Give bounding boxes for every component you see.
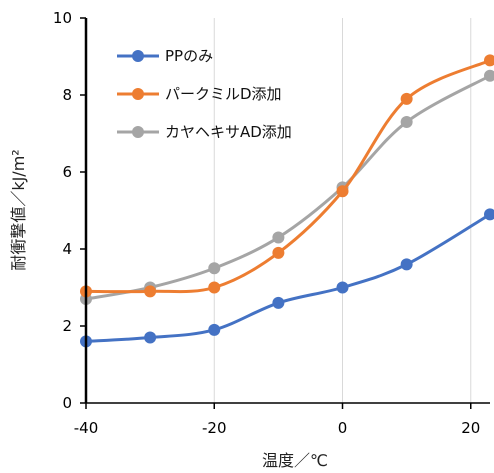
data-point bbox=[208, 323, 221, 336]
legend-marker bbox=[132, 88, 144, 100]
y-tick-label: 8 bbox=[62, 86, 72, 104]
series-1 bbox=[80, 54, 494, 298]
data-point bbox=[208, 262, 221, 275]
legend-item: パークミルD添加 bbox=[117, 85, 282, 103]
data-point bbox=[272, 296, 285, 309]
legend-label: PPのみ bbox=[165, 47, 213, 65]
y-tick-label: 0 bbox=[62, 394, 72, 412]
series-0 bbox=[80, 208, 494, 348]
data-point bbox=[400, 258, 413, 271]
legend-marker bbox=[132, 50, 144, 62]
data-point bbox=[484, 54, 494, 67]
data-point bbox=[336, 281, 349, 294]
vertical-gridlines bbox=[213, 18, 472, 403]
data-point bbox=[272, 246, 285, 259]
data-point bbox=[484, 208, 494, 221]
series-line bbox=[85, 213, 491, 343]
x-axis-label: 温度／℃ bbox=[262, 451, 328, 470]
data-point bbox=[336, 185, 349, 198]
data-point bbox=[144, 331, 157, 344]
series-group bbox=[80, 54, 494, 348]
legend-item: PPのみ bbox=[117, 47, 213, 65]
data-point bbox=[484, 69, 494, 82]
data-point bbox=[400, 115, 413, 128]
legend-label: パークミルD添加 bbox=[165, 85, 282, 103]
x-tick-label: -40 bbox=[74, 419, 99, 437]
legend-marker bbox=[132, 126, 144, 138]
y-tick-label: 4 bbox=[62, 240, 72, 258]
axes-group: 0 2 4 6 8 10 -40 -20 0 20 bbox=[53, 9, 490, 437]
y-tick-label: 10 bbox=[53, 9, 72, 27]
data-point bbox=[144, 285, 157, 298]
y-tick-label: 2 bbox=[62, 317, 72, 335]
x-tick-label: -20 bbox=[202, 419, 227, 437]
legend-item: カヤヘキサAD添加 bbox=[117, 123, 292, 141]
x-tick-label: 0 bbox=[338, 419, 348, 437]
series-line bbox=[85, 74, 491, 301]
series-2 bbox=[80, 69, 494, 306]
data-point bbox=[272, 231, 285, 244]
y-tick-label: 6 bbox=[62, 163, 72, 181]
data-point bbox=[208, 281, 221, 294]
x-tick-label: 20 bbox=[461, 419, 480, 437]
y-axis-label: 耐衝撃値／kJ/m² bbox=[9, 149, 28, 270]
data-point bbox=[400, 92, 413, 105]
legend-label: カヤヘキサAD添加 bbox=[165, 123, 292, 141]
